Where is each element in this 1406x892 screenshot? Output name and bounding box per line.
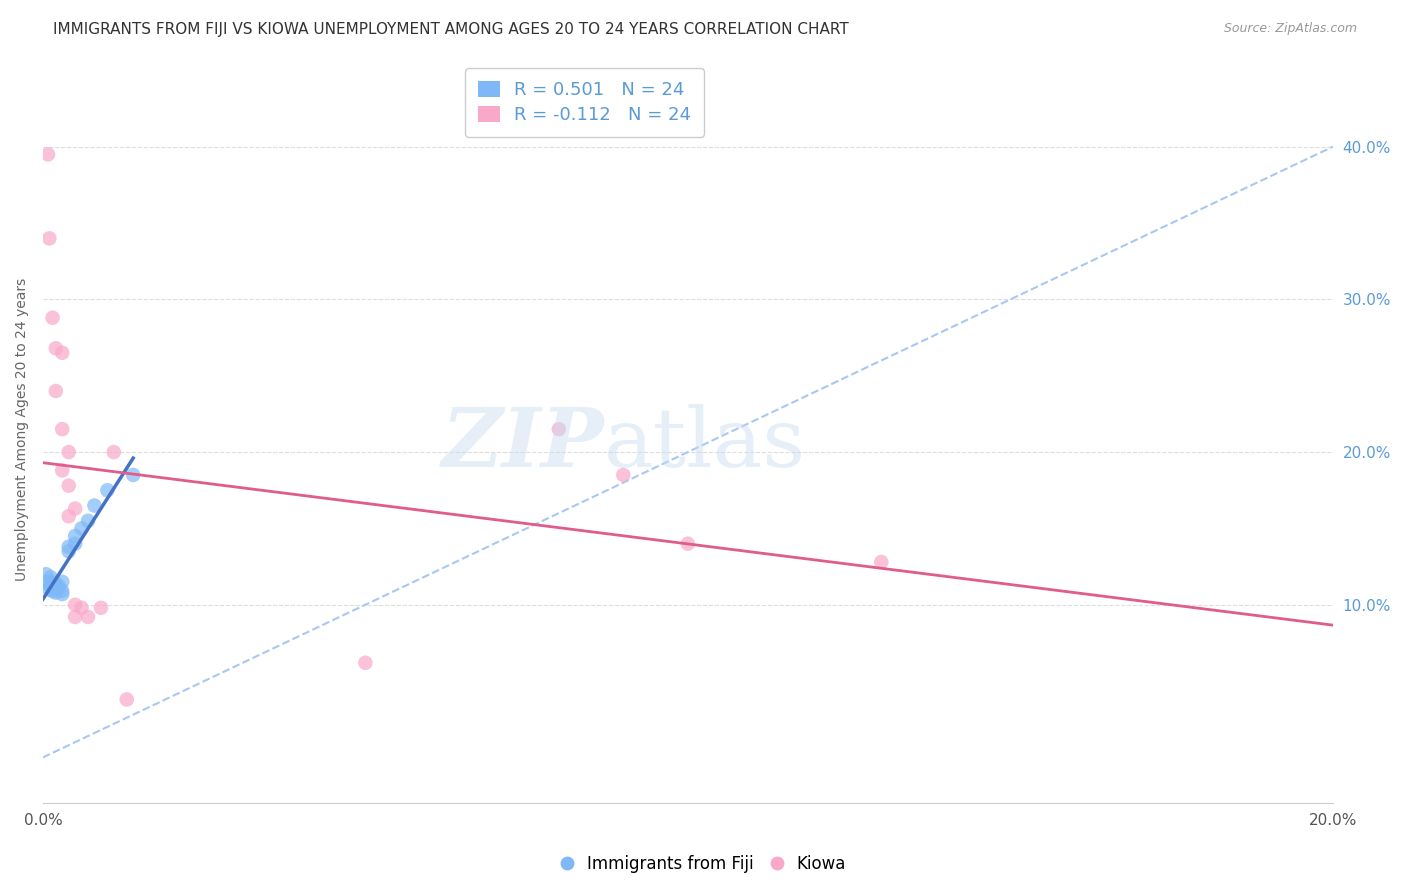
- Point: [70, 521, 93, 535]
- Point: [63, 501, 86, 516]
- Point: [39, 570, 62, 584]
- Point: [612, 467, 634, 482]
- Point: [37, 574, 59, 589]
- Text: Source: ZipAtlas.com: Source: ZipAtlas.com: [1223, 22, 1357, 36]
- Point: [58, 540, 80, 554]
- Point: [58, 544, 80, 558]
- Point: [45, 581, 67, 595]
- Point: [51, 587, 73, 601]
- Point: [51, 422, 73, 436]
- Point: [77, 514, 100, 528]
- Point: [45, 341, 67, 355]
- Point: [70, 600, 93, 615]
- Point: [41, 310, 63, 325]
- Y-axis label: Unemployment Among Ages 20 to 24 years: Unemployment Among Ages 20 to 24 years: [15, 277, 30, 581]
- Point: [41, 584, 63, 599]
- Text: ZIP: ZIP: [441, 404, 605, 484]
- Point: [51, 346, 73, 360]
- Point: [41, 574, 63, 589]
- Point: [77, 610, 100, 624]
- Point: [96, 483, 118, 498]
- Point: [37, 147, 59, 161]
- Point: [63, 610, 86, 624]
- Point: [38, 582, 60, 597]
- Point: [122, 467, 145, 482]
- Point: [547, 422, 569, 436]
- Point: [115, 692, 138, 706]
- Point: [51, 584, 73, 599]
- Point: [38, 578, 60, 592]
- Point: [354, 656, 377, 670]
- Point: [45, 384, 67, 398]
- Point: [51, 463, 73, 477]
- Point: [58, 445, 80, 459]
- Point: [45, 585, 67, 599]
- Legend: Immigrants from Fiji, Kiowa: Immigrants from Fiji, Kiowa: [554, 848, 852, 880]
- Point: [103, 445, 125, 459]
- Point: [58, 478, 80, 492]
- Point: [51, 574, 73, 589]
- Legend: R = 0.501   N = 24, R = -0.112   N = 24: R = 0.501 N = 24, R = -0.112 N = 24: [465, 68, 704, 137]
- Text: IMMIGRANTS FROM FIJI VS KIOWA UNEMPLOYMENT AMONG AGES 20 TO 24 YEARS CORRELATION: IMMIGRANTS FROM FIJI VS KIOWA UNEMPLOYME…: [53, 22, 849, 37]
- Point: [48, 579, 70, 593]
- Point: [676, 537, 699, 551]
- Point: [45, 576, 67, 591]
- Point: [870, 555, 893, 569]
- Point: [63, 537, 86, 551]
- Point: [63, 598, 86, 612]
- Point: [35, 567, 58, 582]
- Point: [58, 509, 80, 524]
- Text: atlas: atlas: [605, 404, 806, 484]
- Point: [63, 529, 86, 543]
- Point: [90, 600, 112, 615]
- Point: [39, 579, 62, 593]
- Point: [38, 231, 60, 245]
- Point: [83, 499, 105, 513]
